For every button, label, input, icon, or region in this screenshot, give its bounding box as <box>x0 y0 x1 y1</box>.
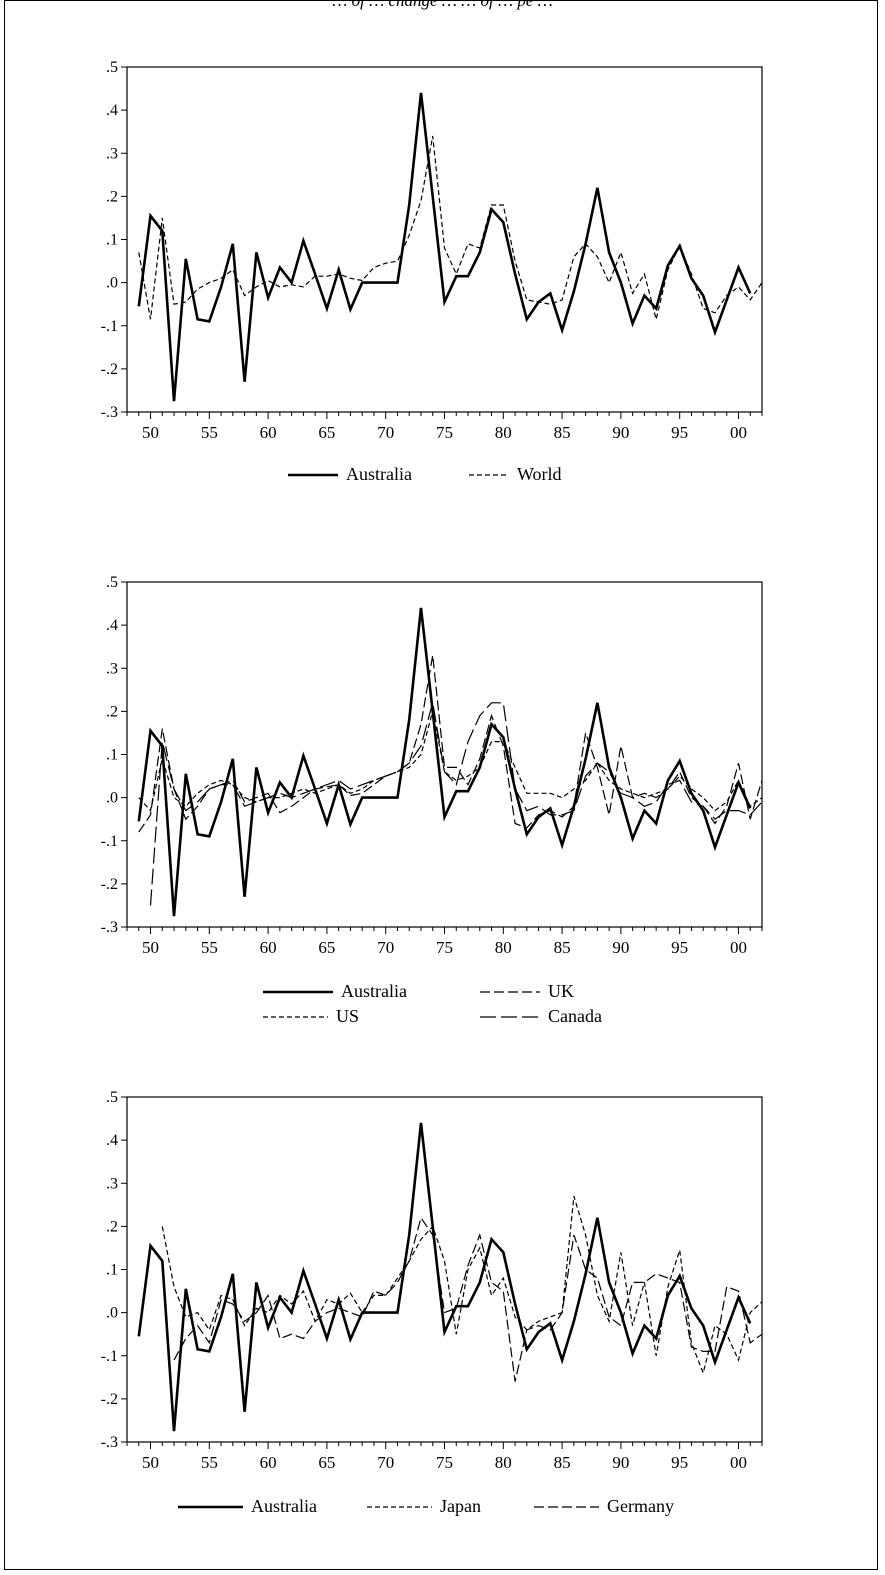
y-tick-label: .0 <box>106 275 118 292</box>
series-line-uk <box>138 655 763 833</box>
x-tick-label: 95 <box>671 423 688 442</box>
y-tick-label: -.3 <box>101 919 118 936</box>
x-tick-label: 70 <box>377 938 394 957</box>
y-tick-label: .3 <box>106 1175 118 1192</box>
y-tick-label: .0 <box>106 1305 118 1322</box>
y-tick-label: .0 <box>106 790 118 807</box>
y-tick-label: .1 <box>106 1262 118 1279</box>
plot-area-frame <box>126 1096 763 1443</box>
legend-label-australia: Australia <box>251 1496 317 1516</box>
x-tick-label: 80 <box>495 938 512 957</box>
series-line-japan <box>161 1196 763 1375</box>
y-tick-label: -.1 <box>101 1348 118 1365</box>
y-tick-label: -.2 <box>101 361 118 378</box>
y-tick-label: -.2 <box>101 876 118 893</box>
x-tick-label: 00 <box>730 423 747 442</box>
x-tick-label: 95 <box>671 938 688 957</box>
y-tick-label: .4 <box>106 102 118 119</box>
figure-frame <box>4 0 878 1570</box>
x-tick-label: 00 <box>730 1453 747 1472</box>
y-tick-label: .5 <box>106 1089 118 1106</box>
x-tick-label: 65 <box>318 1453 335 1472</box>
chart-panel-2: .5 .4 .3 .2 .1 .0 -.1 -.2 -.3 50 55 60 65 70 75 80 85 90 9… <box>101 574 763 1026</box>
y-tick-label: .5 <box>106 574 118 591</box>
series-line-germany <box>173 1216 763 1382</box>
series-line-australia <box>137 1122 752 1432</box>
legend-label-australia: Australia <box>341 981 407 1001</box>
x-tick-label: 80 <box>495 1453 512 1472</box>
x-tick-label: 55 <box>201 938 218 957</box>
x-tick-label: 90 <box>612 938 629 957</box>
series-line-australia <box>137 92 752 402</box>
x-tick-label: 75 <box>436 1453 453 1472</box>
x-tick-label: 60 <box>260 423 277 442</box>
y-tick-label: -.1 <box>101 318 118 335</box>
plot-area-frame <box>126 581 763 928</box>
x-tick-label: 55 <box>201 423 218 442</box>
x-tick-label: 80 <box>495 423 512 442</box>
y-tick-label: .3 <box>106 145 118 162</box>
y-tick-label: .2 <box>106 188 118 205</box>
y-tick-label: -.2 <box>101 1391 118 1408</box>
legend-label-japan: Japan <box>440 1496 481 1516</box>
x-tick-label: 95 <box>671 1453 688 1472</box>
y-tick-label: -.1 <box>101 833 118 850</box>
legend-label-germany: Germany <box>607 1496 674 1516</box>
legend-label-canada: Canada <box>548 1006 602 1026</box>
legend-label-australia: Australia <box>346 464 412 484</box>
x-tick-label: 85 <box>554 423 571 442</box>
x-tick-label: 00 <box>730 938 747 957</box>
series-line-world <box>138 135 763 320</box>
x-tick-label: 70 <box>377 423 394 442</box>
y-tick-label: .2 <box>106 703 118 720</box>
y-tick-label: -.3 <box>101 404 118 421</box>
legend-label-us: US <box>336 1006 359 1026</box>
series-line-us <box>138 711 763 812</box>
x-tick-label: 65 <box>318 423 335 442</box>
x-tick-label: 75 <box>436 938 453 957</box>
y-tick-label: .2 <box>106 1218 118 1235</box>
figure-caption: … of … change … … of … pe … <box>332 0 553 10</box>
y-tick-label: .1 <box>106 747 118 764</box>
x-tick-label: 50 <box>142 938 159 957</box>
x-tick-label: 90 <box>612 423 629 442</box>
plot-area-frame <box>126 66 763 413</box>
x-tick-label: 70 <box>377 1453 394 1472</box>
legend-label-world: World <box>517 464 562 484</box>
x-tick-label: 65 <box>318 938 335 957</box>
series-line-australia <box>137 607 752 917</box>
x-tick-label: 75 <box>436 423 453 442</box>
y-tick-label: .4 <box>106 1132 118 1149</box>
chart-panel-3: .5 .4 .3 .2 .1 .0 -.1 -.2 -.3 50 55 60 65 70 75 80 85 90 9… <box>101 1089 763 1516</box>
y-tick-label: -.3 <box>101 1434 118 1451</box>
y-tick-label: .1 <box>106 232 118 249</box>
x-tick-label: 60 <box>260 1453 277 1472</box>
y-tick-label: .5 <box>106 59 118 76</box>
x-tick-label: 90 <box>612 1453 629 1472</box>
x-tick-label: 55 <box>201 1453 218 1472</box>
legend-label-uk: UK <box>548 981 574 1001</box>
x-tick-label: 50 <box>142 1453 159 1472</box>
x-tick-label: 60 <box>260 938 277 957</box>
x-tick-label: 85 <box>554 938 571 957</box>
x-tick-label: 85 <box>554 1453 571 1472</box>
y-tick-label: .3 <box>106 660 118 677</box>
y-tick-label: .4 <box>106 617 118 634</box>
chart-panel-1: .5 .4 .3 .2 .1 .0 -.1 -.2 -.3 50 55 60 65 70 75 80 85 90 9… <box>101 59 763 484</box>
x-tick-label: 50 <box>142 423 159 442</box>
